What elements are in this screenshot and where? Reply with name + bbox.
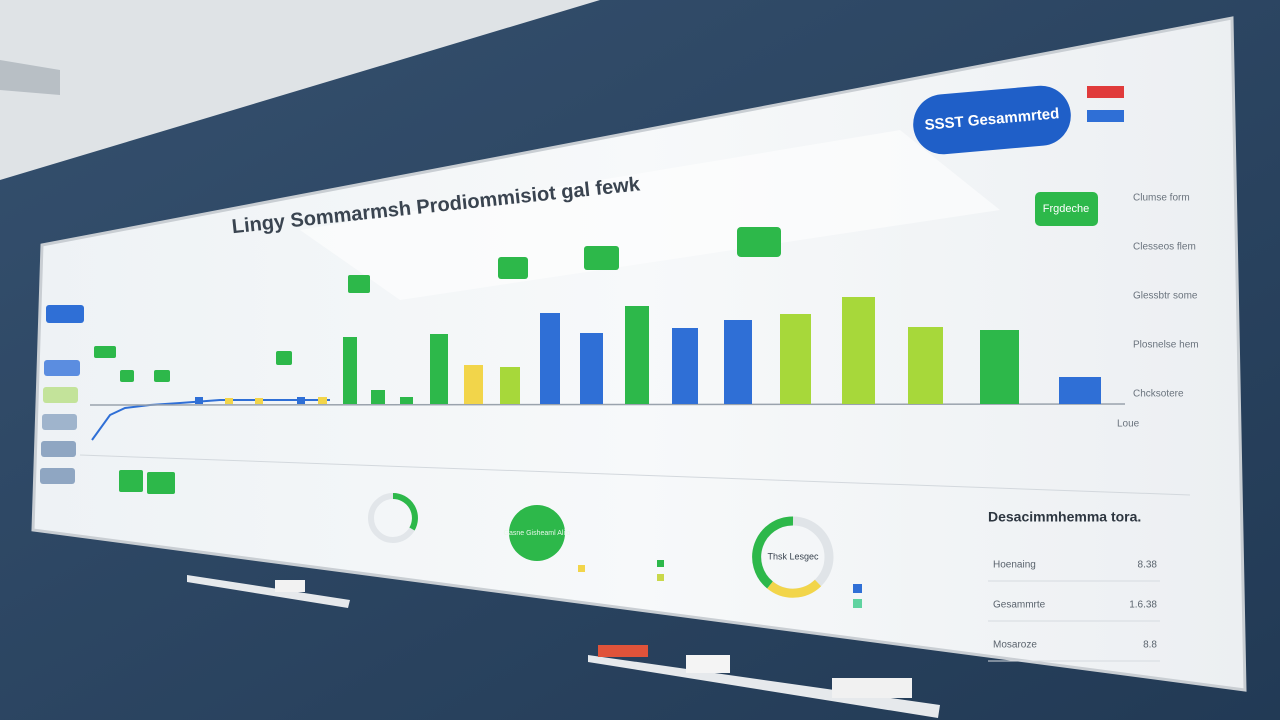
baseline [89, 403, 1126, 406]
eraser [832, 678, 912, 698]
row-value: 8.8 [1143, 640, 1157, 651]
bar [318, 397, 327, 404]
bar [625, 306, 649, 404]
bar [980, 330, 1019, 404]
donut-arc [767, 579, 822, 598]
donut-small-arc [392, 493, 418, 531]
sidebar [40, 305, 84, 484]
marker-ledge [588, 655, 940, 718]
bar [1059, 377, 1101, 404]
bar [400, 397, 413, 404]
row-label: Mosaroze [993, 640, 1037, 651]
side-labels: Clumse form Clesseos flem Glessbtr some Plo… [1133, 193, 1199, 400]
legend-swatch [578, 565, 585, 572]
bar [343, 337, 357, 404]
bar [724, 320, 752, 404]
marker [598, 645, 648, 657]
axis-label: Loue [1117, 419, 1140, 430]
mini-badge [94, 346, 116, 358]
side-label: Plosnelse hem [1133, 340, 1199, 351]
marker-ledge [187, 575, 350, 608]
glare [300, 130, 1000, 300]
bubble [509, 505, 565, 561]
sidebar-item [42, 414, 77, 430]
sidebar-item [44, 360, 80, 376]
sidebar-item [41, 441, 76, 457]
bar [371, 390, 385, 404]
bar [255, 398, 263, 404]
bar [225, 398, 233, 404]
sidebar-item [46, 305, 84, 323]
mini-badge [154, 370, 170, 382]
flag-red [1087, 86, 1124, 98]
bubble-text: Gasne Gisheaml Alilo [504, 530, 571, 537]
row-value: 8.38 [1138, 560, 1158, 571]
mini-badge [737, 227, 781, 257]
legend-swatch [853, 599, 862, 608]
bar [500, 367, 520, 404]
legend-swatch [657, 560, 664, 567]
row-value: 1.6.38 [1129, 600, 1157, 611]
row-label: Gesammrte [993, 600, 1046, 611]
donut-arc [752, 516, 794, 589]
sidebar-item [40, 468, 75, 484]
bar [297, 397, 305, 404]
ceiling [0, 0, 600, 180]
mini-badge [498, 257, 528, 279]
eraser [275, 580, 305, 592]
bar [672, 328, 698, 404]
side-label: Glessbtr some [1133, 291, 1198, 302]
mini-badge [584, 246, 619, 270]
donut-text: Thsk Lesgec [767, 551, 819, 561]
bar [780, 314, 811, 404]
divider [79, 454, 1191, 496]
bar [430, 334, 448, 404]
summary-rows: Hoenaing 8.38 Gesammrte 1.6.38 Mosaroze 8.8 [988, 560, 1160, 662]
bar [195, 397, 203, 404]
top-badge [1035, 192, 1098, 226]
bar [908, 327, 943, 404]
mini-badge [348, 275, 370, 293]
sidebar-item [43, 387, 78, 403]
bar [580, 333, 603, 404]
vent [0, 60, 60, 95]
eraser [686, 655, 730, 673]
side-label: Clumse form [1133, 193, 1190, 204]
side-label: Clesseos flem [1133, 242, 1196, 253]
summary-title: Desacimmhemma tora. [988, 509, 1141, 525]
bar [842, 297, 875, 404]
side-label: Chcksotere [1133, 389, 1184, 400]
legend-swatch [853, 584, 862, 593]
top-badge-text: Frgdeche [1043, 203, 1089, 215]
mini-badge [147, 472, 175, 494]
flag-blue [1087, 110, 1124, 122]
row-label: Hoenaing [993, 560, 1036, 571]
mini-badge [120, 370, 134, 382]
bar [540, 313, 560, 404]
bar-chart [195, 297, 1101, 404]
legend-swatch [657, 574, 664, 581]
mini-badge [276, 351, 292, 365]
mini-badge [119, 470, 143, 492]
bar [464, 365, 483, 404]
header-badge [913, 85, 1071, 155]
